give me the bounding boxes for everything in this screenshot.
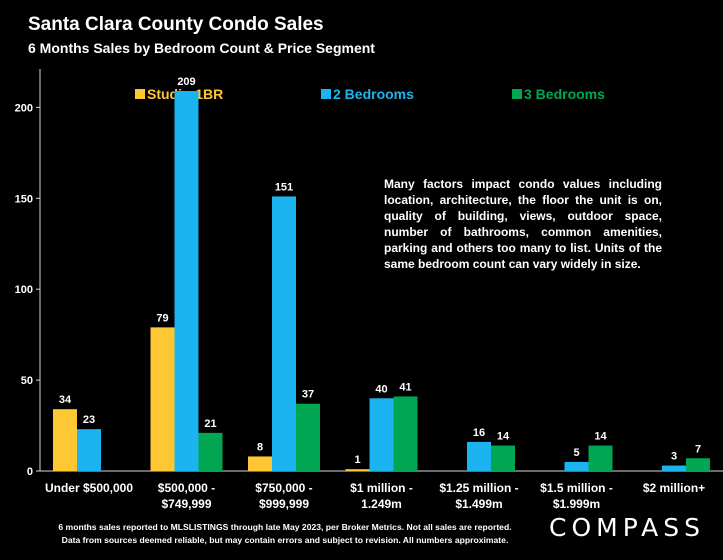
bar-value-label: 21: [204, 418, 216, 430]
bar: [198, 432, 223, 471]
x-tick-label: 1.249m: [361, 497, 402, 511]
x-tick-label: $500,000 -: [158, 481, 215, 495]
bar: [272, 196, 296, 472]
bar: [662, 465, 686, 471]
y-tick-label: 200: [15, 102, 33, 114]
x-tick-label: $2 million+: [643, 481, 705, 495]
bar: [369, 398, 394, 471]
bar-value-label: 8: [257, 441, 263, 453]
x-tick-label: $1.999m: [553, 497, 600, 511]
bar: [491, 445, 515, 471]
y-tick-label: 150: [15, 193, 33, 205]
y-tick-label: 50: [21, 375, 33, 387]
bar-value-label: 14: [594, 431, 607, 443]
x-tick-label: $1.499m: [455, 497, 502, 511]
chart-title: Santa Clara County Condo Sales: [28, 14, 324, 35]
x-tick-label: $1.5 million -: [540, 481, 613, 495]
chart-subtitle: 6 Months Sales by Bedroom Count & Price …: [28, 40, 375, 56]
legend-label: 2 Bedrooms: [333, 86, 414, 102]
bar-value-label: 1: [354, 454, 360, 466]
y-tick-label: 100: [15, 284, 33, 296]
annotation-text: Many factors impact condo values includi…: [384, 177, 662, 271]
bar: [467, 441, 491, 471]
bar: [393, 396, 418, 471]
legend-label: 3 Bedrooms: [524, 86, 605, 102]
bar-value-label: 79: [156, 312, 168, 324]
footnote: 6 months sales reported to MLSLISTINGS t…: [0, 521, 570, 547]
bar-value-label: 41: [399, 381, 411, 393]
bar: [53, 409, 77, 471]
bar-value-label: 209: [177, 76, 195, 88]
x-tick-label: $1 million -: [350, 481, 413, 495]
x-tick-label: $1.25 million -: [439, 481, 518, 495]
bar: [174, 91, 199, 471]
bar: [296, 403, 320, 471]
bar-value-label: 151: [275, 181, 293, 193]
bar: [686, 458, 710, 471]
bar: [564, 461, 589, 471]
x-tick-label: $999,999: [259, 497, 309, 511]
brand-logo: COMPASS: [549, 513, 706, 542]
y-tick-label: 0: [27, 466, 33, 478]
bar-value-label: 34: [59, 394, 72, 406]
bar-value-label: 40: [375, 383, 387, 395]
bar: [150, 327, 175, 471]
x-tick-label: Under $500,000: [45, 481, 133, 495]
bar-value-label: 14: [497, 431, 510, 443]
bar: [588, 445, 613, 471]
bar-value-label: 37: [302, 389, 314, 401]
legend-swatch: [135, 89, 145, 99]
bar-value-label: 5: [573, 447, 579, 459]
x-tick-label: $749,999: [161, 497, 211, 511]
legend-swatch: [321, 89, 331, 99]
bar-value-label: 16: [473, 427, 485, 439]
footnote-line-1: 6 months sales reported to MLSLISTINGS t…: [58, 522, 512, 532]
footnote-line-2: Data from sources deemed reliable, but m…: [61, 535, 509, 545]
bar: [345, 469, 370, 471]
x-tick-label: $750,000 -: [255, 481, 312, 495]
bar-value-label: 23: [83, 414, 95, 426]
bar-value-label: 7: [695, 443, 701, 455]
bar: [248, 456, 272, 471]
bar: [77, 429, 101, 471]
legend-swatch: [512, 89, 522, 99]
bar-value-label: 3: [671, 451, 677, 463]
